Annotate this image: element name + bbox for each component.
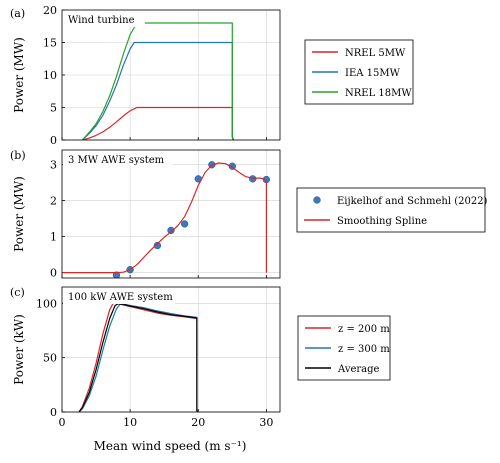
y-tick-label: 0 <box>50 406 57 419</box>
y-tick-label: 5 <box>50 102 57 115</box>
plot-frame <box>61 149 281 279</box>
y-tick-label: 0 <box>50 267 57 280</box>
y-tick-label: 2 <box>50 194 57 207</box>
data-point <box>249 175 257 183</box>
legend-label: z = 300 m <box>338 344 390 355</box>
y-axis-label: Power (MW) <box>12 176 26 252</box>
plot-frame <box>61 286 281 413</box>
y-tick-label: 100 <box>36 297 57 310</box>
x-tick-label: 0 <box>59 416 66 429</box>
legend-label: NREL 5MW <box>345 48 406 59</box>
plot-frame <box>61 9 281 141</box>
legend: Eijkelhof and Schmehl (2022) Smoothing Sp… <box>296 187 488 233</box>
y-tick-label: 20 <box>43 4 57 17</box>
y-axis-label: Power (kW) <box>12 314 26 385</box>
panel-3: 0 10 20 30 0 50 100 Power (kW) (c) 100 kW AWE sys… <box>10 286 391 429</box>
series-line <box>82 106 235 140</box>
series-line <box>78 303 199 412</box>
data-point <box>180 220 189 228</box>
legend-label: Average <box>337 364 380 375</box>
panel-label: (c) <box>10 286 25 299</box>
inner-title-box <box>63 288 175 304</box>
y-tick-label: 3 <box>50 158 57 171</box>
panel-1: 0 5 10 15 20 Power (MW) (a) Wind turbine NREL 5M… <box>10 4 414 147</box>
legend-label: IEA 15MW <box>345 68 401 79</box>
y-tick-label: 1 <box>50 231 57 244</box>
x-axis-label: Mean wind speed (m s⁻¹) <box>94 439 247 453</box>
legend-frame <box>296 187 486 233</box>
series-line <box>81 41 234 140</box>
series-group <box>62 161 271 278</box>
inner-title: 100 kW AWE system <box>68 292 173 303</box>
legend-label: Eijkelhof and Schmehl (2022) <box>337 196 488 207</box>
y-tick-label: 50 <box>43 352 57 365</box>
series-line <box>81 22 234 140</box>
y-tick-label: 0 <box>50 134 57 147</box>
y-axis-label: Power (MW) <box>12 37 26 113</box>
data-point <box>167 226 175 235</box>
x-tick-label: 20 <box>191 416 205 429</box>
x-tick-label: 30 <box>259 416 273 429</box>
series-line <box>62 162 267 274</box>
panel-label: (a) <box>10 7 25 20</box>
legend-label: NREL 18MW <box>345 88 412 99</box>
legend: NREL 5MW IEA 15MW NREL 18MW <box>304 39 414 105</box>
data-point <box>153 241 162 250</box>
inner-title-box <box>63 11 145 27</box>
y-tick-label: 15 <box>43 37 57 50</box>
inner-title-box <box>63 151 173 167</box>
legend-label: z = 200 m <box>338 324 390 335</box>
data-point <box>112 271 121 278</box>
legend-label: Smoothing Spline <box>337 216 427 227</box>
inner-title: Wind turbine <box>68 15 135 26</box>
panel-2: 0 1 2 3 Power (MW) (b) 3 MW AWE system Eijkelho… <box>10 149 488 280</box>
y-tick-label: 10 <box>43 69 57 82</box>
legend-marker <box>313 196 321 204</box>
legend: z = 200 m z = 300 m Average <box>297 315 391 381</box>
x-tick-label: 10 <box>123 416 137 429</box>
panel-label: (b) <box>10 149 26 162</box>
inner-title: 3 MW AWE system <box>68 155 165 166</box>
series-group <box>81 22 235 140</box>
